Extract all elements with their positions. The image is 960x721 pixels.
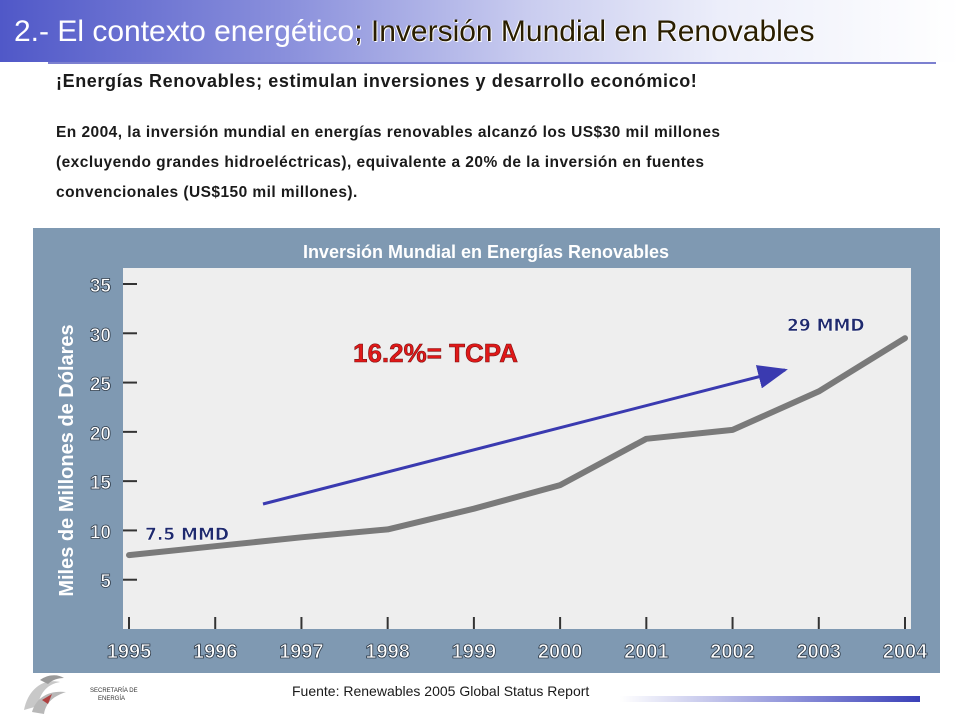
data-point [298,534,304,540]
x-tick-label: 1998 [365,641,410,663]
y-tick-label: 5 [100,572,111,593]
body-line: (excluyendo grandes hidroeléctricas), eq… [56,154,705,171]
data-point [126,552,132,558]
slide-title-part1: 2.- El contexto energético [14,15,355,48]
data-point [816,388,822,394]
y-tick-label: 25 [90,375,112,396]
x-tick-label: 1999 [452,641,497,663]
header-divider [48,62,936,64]
growth-arrow [262,365,788,506]
x-tick-label: 2002 [710,641,755,663]
plot-area [123,268,911,629]
headline: ¡Energías Renovables; estimulan inversio… [56,71,698,91]
y-tick-label: 15 [90,473,112,494]
data-point [730,427,736,433]
data-point [212,543,218,549]
growth-rate-label: 16.2%= TCPA [353,338,518,368]
x-tick-label: 2001 [624,641,669,663]
x-tick-label: 1996 [193,641,238,663]
series-line [126,335,908,559]
start-value-label: 7.5 MMD [145,525,229,545]
body-paragraph: En 2004, la inversión mundial en energía… [56,118,876,208]
x-tick-label: 2003 [797,641,842,663]
chart-title: Inversión Mundial en Energías Renovables [303,242,669,262]
footer-divider [620,696,920,702]
data-point [643,436,649,442]
data-point [385,526,391,532]
body-line: convencionales (US$150 mil millones). [56,184,358,201]
x-tick-label: 1995 [107,641,152,663]
data-point [557,482,563,488]
y-axis-label: Miles de Millones de Dólares [56,324,78,596]
logo-text-line2: ENERGÍA [98,696,126,702]
slide-title: 2.- El contexto energético; Inversión Mu… [14,14,814,50]
investment-line-chart: Inversión Mundial en Energías Renovables… [56,242,929,663]
y-tick-label: 30 [90,325,111,346]
slide-title-part2: ; Inversión Mundial en Renovables [354,15,815,48]
x-tick-label: 2000 [538,641,583,663]
header-bar [0,0,960,62]
y-tick-label: 35 [90,276,112,297]
source-note: Fuente: Renewables 2005 Global Status Re… [292,683,590,699]
eagle-emblem-icon [24,675,66,714]
data-point [902,335,908,341]
body-line: En 2004, la inversión mundial en energía… [56,124,721,141]
logo-text-line1: SECRETARÍA DE [90,688,138,694]
x-tick-label: 2004 [883,641,928,663]
data-point [471,506,477,512]
secretaria-energia-logo: SECRETARÍA DE ENERGÍA [18,670,138,716]
x-tick-label: 1997 [279,641,324,663]
y-tick-label: 10 [90,522,111,543]
end-value-label: 29 MMD [787,316,865,336]
y-tick-label: 20 [90,424,111,445]
